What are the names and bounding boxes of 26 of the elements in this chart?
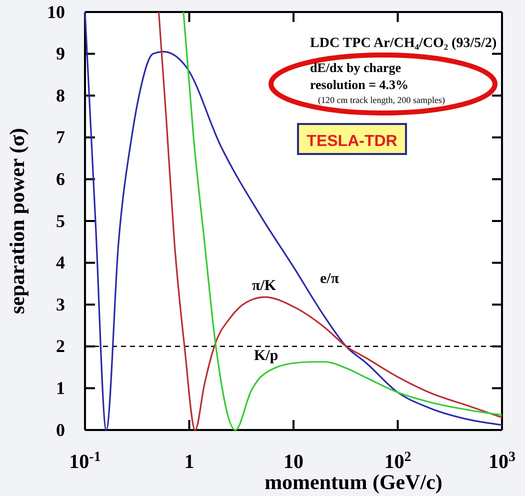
x-tick-label: 1: [184, 451, 194, 473]
y-tick-label: 8: [56, 85, 65, 106]
annotation: (120 cm track length, 200 samples): [318, 95, 445, 105]
series-label: π/K: [252, 278, 276, 294]
x-tick-label: 10$^{2}$: [384, 450, 412, 473]
y-tick-label: 0: [56, 420, 65, 440]
x-tick-label: 10$^{-1}$: [69, 450, 101, 473]
series-label: K/p: [254, 348, 278, 364]
y-tick-label: 10: [47, 2, 65, 22]
annotation: LDC TPC Ar/CH₄/CO₂ (93/5/2): [310, 36, 497, 51]
x-axis-title: momentum (GeV/c): [264, 470, 442, 494]
y-tick-label: 9: [56, 44, 65, 64]
y-tick-label: 1: [56, 378, 65, 398]
annotation: dE/dx by charge: [310, 60, 402, 75]
x-tick-label: 10$^{3}$: [488, 450, 516, 473]
y-tick-label: 4: [56, 252, 65, 273]
y-axis-title: separation power (σ): [5, 128, 29, 314]
y-tick-label: 3: [56, 294, 65, 314]
y-tick-label: 6: [56, 168, 65, 189]
x-tick-label: 10: [284, 451, 304, 473]
y-tick-label: 2: [56, 336, 65, 356]
annotation: TESLA-TDR: [306, 133, 398, 150]
y-tick-label: 5: [56, 210, 65, 231]
series-label: e/π: [320, 271, 340, 287]
y-tick-label: 7: [56, 127, 65, 148]
annotation: resolution = 4.3%: [310, 77, 409, 92]
